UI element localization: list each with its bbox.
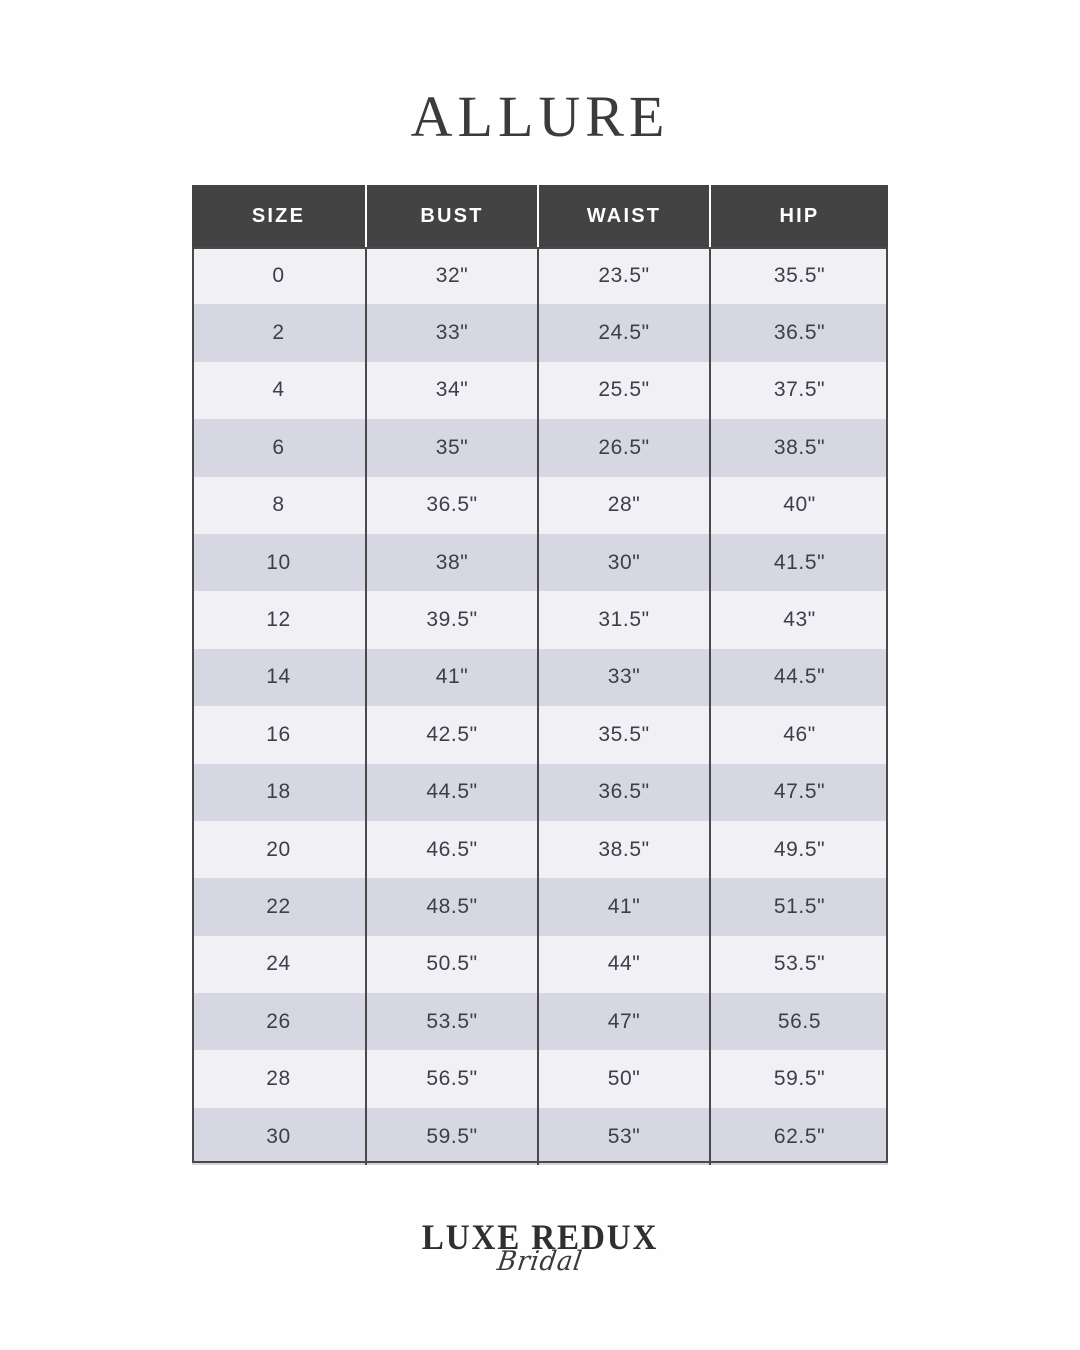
cell-size: 10 xyxy=(192,533,367,592)
cell-bust: 50.5" xyxy=(366,935,539,994)
table-row: 0 32" 23.5" 35.5" xyxy=(192,247,888,305)
cell-bust: 46.5" xyxy=(366,820,539,879)
cell-hip: 53.5" xyxy=(710,935,888,994)
cell-hip: 62.5" xyxy=(710,1107,888,1166)
table-row: 8 36.5" 28" 40" xyxy=(192,476,888,534)
cell-bust: 42.5" xyxy=(366,706,539,764)
cell-size: 12 xyxy=(192,591,367,649)
cell-bust: 59.5" xyxy=(366,1107,539,1166)
table-row: 16 42.5" 35.5" 46" xyxy=(192,706,888,764)
table-head: SIZE BUST WAIST HIP xyxy=(192,185,888,247)
table-row: 4 34" 25.5" 37.5" xyxy=(192,361,888,420)
cell-hip: 40" xyxy=(710,476,888,534)
cell-size: 28 xyxy=(192,1050,367,1108)
cell-waist: 53" xyxy=(538,1107,711,1166)
cell-hip: 43" xyxy=(710,591,888,649)
cell-bust: 33" xyxy=(366,304,539,362)
cell-hip: 47.5" xyxy=(710,763,888,821)
table-row: 10 38" 30" 41.5" xyxy=(192,533,888,592)
cell-size: 6 xyxy=(192,419,367,477)
table-row: 2 33" 24.5" 36.5" xyxy=(192,304,888,362)
cell-bust: 41" xyxy=(366,648,539,707)
cell-bust: 38" xyxy=(366,533,539,592)
cell-hip: 49.5" xyxy=(710,820,888,879)
cell-bust: 35" xyxy=(366,419,539,477)
cell-waist: 41" xyxy=(538,878,711,936)
table-header-row: SIZE BUST WAIST HIP xyxy=(192,185,888,247)
cell-size: 8 xyxy=(192,476,367,534)
cell-hip: 56.5 xyxy=(710,993,888,1051)
cell-bust: 36.5" xyxy=(366,476,539,534)
cell-waist: 44" xyxy=(538,935,711,994)
table-row: 12 39.5" 31.5" 43" xyxy=(192,591,888,649)
cell-bust: 39.5" xyxy=(366,591,539,649)
cell-bust: 44.5" xyxy=(366,763,539,821)
cell-size: 4 xyxy=(192,361,367,420)
footer-logo: LUXE REDUX Bridal xyxy=(0,1218,1080,1277)
cell-bust: 32" xyxy=(366,247,539,305)
column-header-waist: WAIST xyxy=(538,185,711,247)
cell-size: 2 xyxy=(192,304,367,362)
cell-waist: 35.5" xyxy=(538,706,711,764)
column-header-hip: HIP xyxy=(710,185,888,247)
cell-waist: 33" xyxy=(538,648,711,707)
cell-hip: 41.5" xyxy=(710,533,888,592)
table-row: 24 50.5" 44" 53.5" xyxy=(192,935,888,994)
cell-waist: 50" xyxy=(538,1050,711,1108)
column-header-bust: BUST xyxy=(366,185,539,247)
cell-hip: 35.5" xyxy=(710,247,888,305)
cell-hip: 37.5" xyxy=(710,361,888,420)
cell-waist: 26.5" xyxy=(538,419,711,477)
cell-size: 26 xyxy=(192,993,367,1051)
size-chart-table: SIZE BUST WAIST HIP 0 32" 23.5" 35.5" 2 33" 24… xyxy=(192,185,888,1166)
cell-hip: 46" xyxy=(710,706,888,764)
cell-hip: 44.5" xyxy=(710,648,888,707)
cell-size: 18 xyxy=(192,763,367,821)
cell-size: 24 xyxy=(192,935,367,994)
cell-hip: 36.5" xyxy=(710,304,888,362)
cell-waist: 47" xyxy=(538,993,711,1051)
cell-size: 14 xyxy=(192,648,367,707)
table-body: 0 32" 23.5" 35.5" 2 33" 24.5" 36.5" 4 34" 25.5" 37.… xyxy=(192,247,888,1166)
cell-waist: 31.5" xyxy=(538,591,711,649)
cell-size: 20 xyxy=(192,820,367,879)
footer-script-bridal: Bridal xyxy=(495,1246,585,1277)
cell-bust: 53.5" xyxy=(366,993,539,1051)
cell-waist: 28" xyxy=(538,476,711,534)
cell-waist: 36.5" xyxy=(538,763,711,821)
cell-waist: 38.5" xyxy=(538,820,711,879)
table-row: 22 48.5" 41" 51.5" xyxy=(192,878,888,936)
page-title: ALLURE xyxy=(410,84,670,149)
cell-hip: 38.5" xyxy=(710,419,888,477)
table-row: 26 53.5" 47" 56.5 xyxy=(192,993,888,1051)
footer-wordmark: LUXE REDUX xyxy=(421,1217,659,1257)
cell-waist: 25.5" xyxy=(538,361,711,420)
table-row: 20 46.5" 38.5" 49.5" xyxy=(192,820,888,879)
cell-hip: 51.5" xyxy=(710,878,888,936)
table-row: 18 44.5" 36.5" 47.5" xyxy=(192,763,888,821)
cell-size: 0 xyxy=(192,247,367,305)
cell-waist: 30" xyxy=(538,533,711,592)
cell-size: 30 xyxy=(192,1107,367,1166)
table-row: 28 56.5" 50" 59.5" xyxy=(192,1050,888,1108)
table-row: 14 41" 33" 44.5" xyxy=(192,648,888,707)
cell-hip: 59.5" xyxy=(710,1050,888,1108)
cell-bust: 34" xyxy=(366,361,539,420)
cell-size: 16 xyxy=(192,706,367,764)
table-row: 30 59.5" 53" 62.5" xyxy=(192,1107,888,1166)
size-chart-table-wrap: SIZE BUST WAIST HIP 0 32" 23.5" 35.5" 2 33" 24… xyxy=(192,185,888,1166)
cell-bust: 48.5" xyxy=(366,878,539,936)
cell-waist: 23.5" xyxy=(538,247,711,305)
cell-size: 22 xyxy=(192,878,367,936)
column-header-size: SIZE xyxy=(192,185,367,247)
cell-bust: 56.5" xyxy=(366,1050,539,1108)
cell-waist: 24.5" xyxy=(538,304,711,362)
table-row: 6 35" 26.5" 38.5" xyxy=(192,419,888,477)
